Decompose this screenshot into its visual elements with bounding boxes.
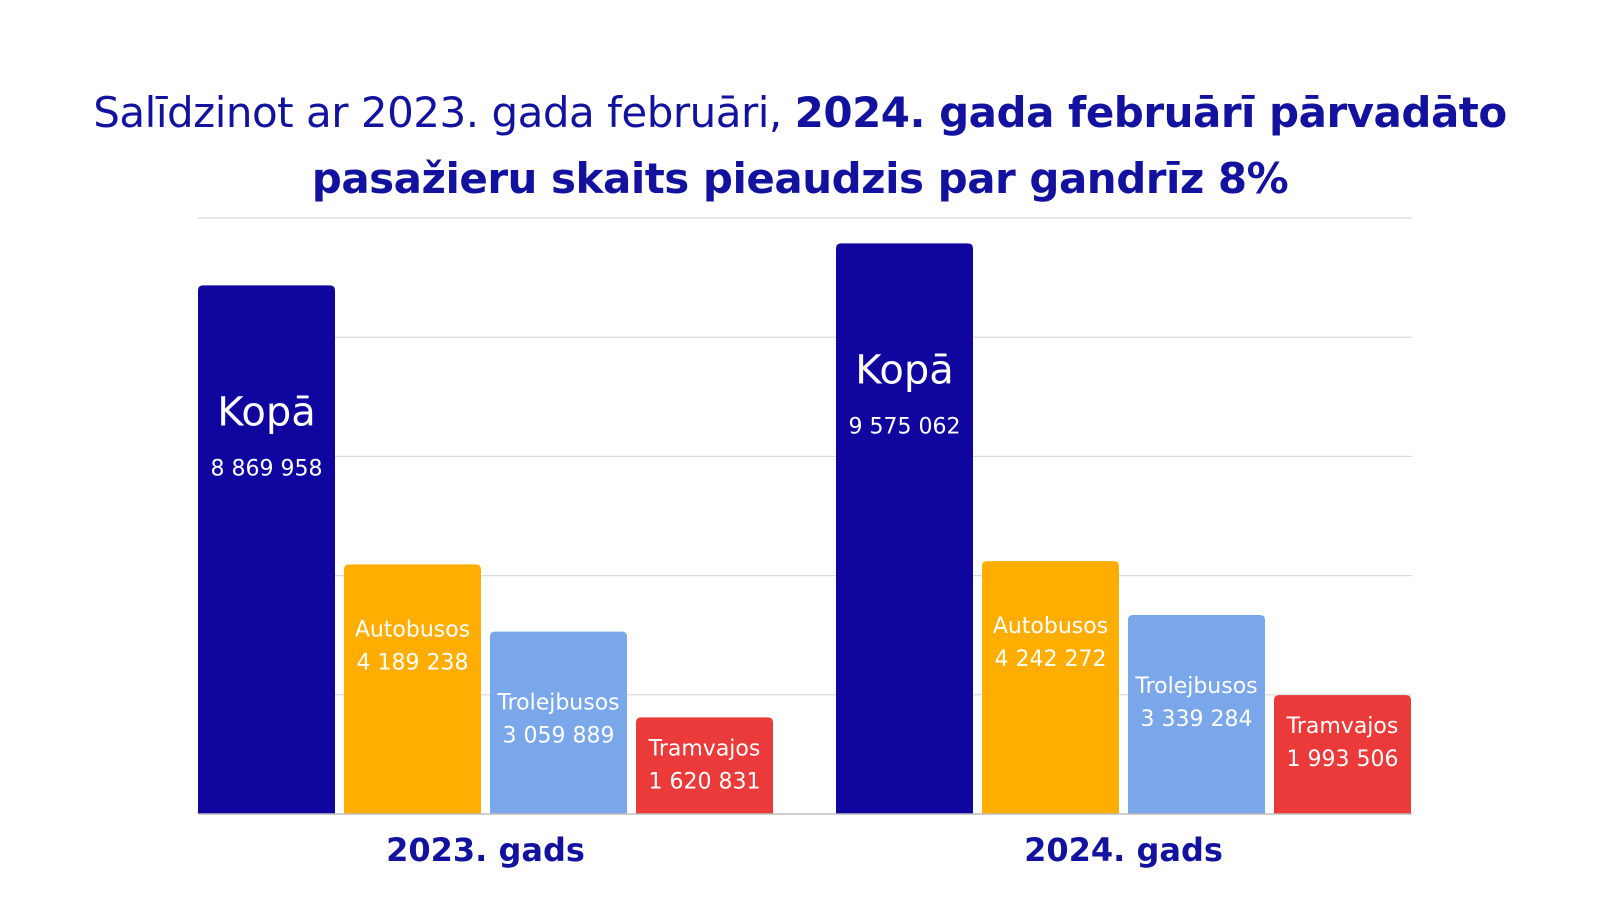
bars: Kopā 8 869 958 Autobusos 4 189 238 Trolejbus… [198, 243, 1411, 815]
bar-tramvajos-2 [1274, 695, 1411, 814]
category-label-2: 2024. gads [1024, 831, 1223, 869]
category-label-1: 2023. gads [386, 831, 585, 869]
chart-title-bold-2: pasažieru skaits pieaudzis par gandrīz 8… [311, 154, 1289, 203]
bar-tramvajos-2-value-label: 1 993 506 [1287, 747, 1399, 772]
bar-trolejbusos-1-value-label: 3 059 889 [503, 724, 615, 749]
bar-kopā-2-value-label: 9 575 062 [849, 414, 961, 439]
bar-kopā-2-name-label: Kopā [855, 347, 954, 393]
bar-tramvajos-1-name-label: Tramvajos [648, 736, 761, 761]
bar-tramvajos-1 [636, 717, 773, 814]
chart-title: Salīdzinot ar 2023. gada februāri, 2024.… [0, 80, 1600, 212]
bar-autobusos-2-name-label: Autobusos [993, 614, 1108, 639]
bar-trolejbusos-2-name-label: Trolejbusos [1134, 674, 1257, 699]
bar-autobusos-1-value-label: 4 189 238 [357, 650, 469, 675]
bar-trolejbusos-1-name-label: Trolejbusos [496, 691, 619, 716]
bar-autobusos-2-value-label: 4 242 272 [995, 647, 1107, 672]
bar-kopā-1 [198, 285, 335, 815]
chart-title-normal: Salīdzinot ar 2023. gada februāri, [93, 88, 795, 137]
bar-trolejbusos-2 [1128, 614, 1265, 814]
bar-kopā-1-value-label: 8 869 958 [211, 456, 323, 481]
bar-trolejbusos-2-value-label: 3 339 284 [1141, 707, 1253, 732]
bar-autobusos-1-name-label: Autobusos [355, 617, 470, 642]
bar-tramvajos-2-name-label: Tramvajos [1286, 714, 1399, 739]
category-labels: 2023. gads 2024. gads [386, 831, 1223, 869]
bar-kopā-2 [836, 243, 973, 815]
chart-title-line-2: pasažieru skaits pieaudzis par gandrīz 8… [0, 146, 1600, 212]
bar-trolejbusos-1 [490, 631, 627, 814]
chart-title-bold-1: 2024. gada februārī pārvadāto [794, 88, 1508, 137]
bar-autobusos-1 [344, 564, 481, 814]
bar-tramvajos-1-value-label: 1 620 831 [649, 769, 761, 794]
chart-title-line-1: Salīdzinot ar 2023. gada februāri, 2024.… [0, 80, 1600, 146]
bar-kopā-1-name-label: Kopā [217, 389, 316, 435]
bar-autobusos-2 [982, 561, 1119, 814]
